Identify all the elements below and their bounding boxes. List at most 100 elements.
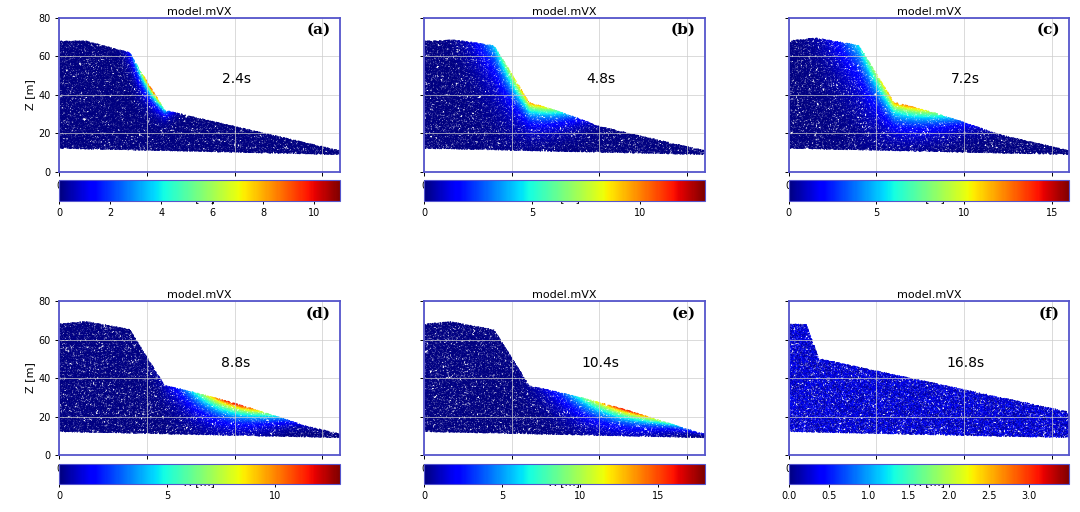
Point xyxy=(167,423,185,432)
Point xyxy=(836,67,853,75)
Point xyxy=(991,148,1009,157)
Point xyxy=(472,412,489,420)
Point xyxy=(210,406,227,414)
Point xyxy=(125,334,143,342)
Point xyxy=(967,431,984,439)
Point xyxy=(810,373,827,381)
Point xyxy=(796,367,813,375)
Point xyxy=(827,53,845,61)
Point xyxy=(1020,406,1037,414)
Point xyxy=(795,127,812,136)
Point xyxy=(478,370,496,378)
Point xyxy=(848,374,865,382)
Point xyxy=(119,106,136,114)
Point xyxy=(97,119,114,127)
Point xyxy=(436,59,454,67)
Point xyxy=(931,112,948,120)
Point xyxy=(543,112,561,120)
Point xyxy=(469,370,486,378)
Point xyxy=(474,325,491,333)
Point xyxy=(813,96,831,104)
Point xyxy=(459,354,476,362)
Point xyxy=(542,391,559,399)
Point xyxy=(512,132,529,140)
Point xyxy=(83,121,100,129)
Point xyxy=(816,367,834,375)
Point xyxy=(562,419,579,427)
Point xyxy=(112,94,130,102)
Point xyxy=(62,423,79,431)
Point xyxy=(872,109,889,117)
Point xyxy=(917,142,934,150)
Point xyxy=(906,377,923,386)
Point xyxy=(885,370,902,378)
Point xyxy=(494,73,511,81)
Point xyxy=(531,419,549,427)
Point xyxy=(855,422,873,430)
Point xyxy=(143,415,160,423)
Point xyxy=(836,57,853,65)
Point xyxy=(935,423,953,432)
Point xyxy=(502,417,519,425)
Point xyxy=(107,397,124,405)
Point xyxy=(781,358,798,367)
Point xyxy=(455,88,472,96)
Point xyxy=(90,326,107,334)
Point xyxy=(1044,145,1062,153)
Point xyxy=(874,83,891,92)
Point xyxy=(545,127,563,135)
Point xyxy=(794,123,811,132)
Point xyxy=(130,343,147,351)
Point xyxy=(951,126,969,135)
Point xyxy=(443,347,460,355)
Point xyxy=(1061,426,1078,435)
Point xyxy=(961,147,978,155)
Point xyxy=(1021,428,1038,436)
Point xyxy=(435,132,453,140)
Point xyxy=(301,429,319,437)
Point xyxy=(70,413,87,421)
Point xyxy=(124,86,141,94)
Point xyxy=(110,95,127,103)
Point xyxy=(995,413,1012,421)
Point xyxy=(54,82,71,91)
Point xyxy=(879,405,896,413)
Point xyxy=(87,337,105,346)
Point xyxy=(486,86,503,94)
Point xyxy=(432,377,449,386)
Point xyxy=(70,123,87,131)
Point xyxy=(126,391,144,399)
Point xyxy=(854,80,872,88)
Point xyxy=(177,121,194,130)
Point xyxy=(833,71,850,79)
Point xyxy=(1037,433,1054,441)
Point xyxy=(487,93,504,101)
Point xyxy=(800,118,818,126)
Point xyxy=(507,423,524,432)
Point xyxy=(870,103,888,112)
Point xyxy=(915,402,932,410)
Point xyxy=(443,78,460,86)
Point xyxy=(539,108,556,116)
Point xyxy=(118,420,135,429)
Point xyxy=(117,396,134,404)
Point xyxy=(64,411,81,419)
Point xyxy=(89,403,106,412)
Point xyxy=(238,140,255,148)
Point xyxy=(71,373,89,381)
Point xyxy=(471,383,488,391)
Point xyxy=(909,428,927,436)
Point xyxy=(584,140,602,148)
Point xyxy=(93,91,110,99)
Point xyxy=(492,402,510,410)
Point xyxy=(530,419,548,428)
Point xyxy=(84,97,102,105)
Point xyxy=(200,135,217,143)
Point xyxy=(949,119,967,127)
Point xyxy=(52,67,69,75)
Point xyxy=(112,367,130,375)
Point xyxy=(630,416,647,424)
Point xyxy=(153,419,171,427)
Point xyxy=(877,118,894,126)
Point xyxy=(102,356,119,365)
